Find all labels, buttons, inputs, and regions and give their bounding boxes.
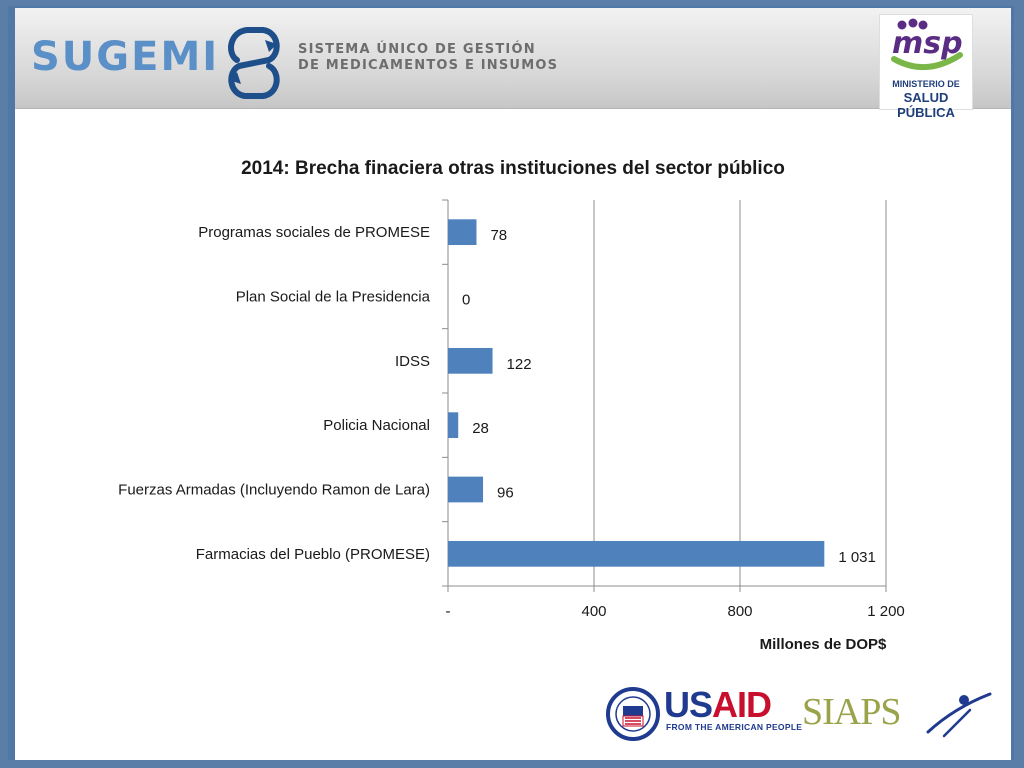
x-tick-label: 400 — [581, 603, 606, 620]
chart-gridlines — [593, 200, 887, 586]
slide: SUGEMI SISTEMA ÚNICO DE GESTIÓN DE MEDIC… — [15, 8, 1011, 760]
bar-chart: Programas sociales de PROMESE Plan Social… — [118, 199, 905, 653]
chart-title: 2014: Brecha finaciera otras institucion… — [241, 158, 785, 179]
ministry-logo-line1: MINISTERIO DE — [892, 79, 960, 89]
siaps-figure-icon — [926, 692, 992, 738]
value-label: 78 — [490, 227, 507, 244]
category-label: Fuerzas Armadas (Incluyendo Ramon de Lar… — [118, 482, 430, 499]
bar — [448, 476, 484, 503]
bar — [448, 219, 477, 246]
sugemi-tagline-line1: SISTEMA ÚNICO DE GESTIÓN — [298, 42, 536, 57]
sugemi-logo-text: SUGEMI — [31, 34, 220, 80]
ministry-logo: msp MINISTERIO DE SALUD PÚBLICA — [879, 14, 973, 120]
slide-header: SUGEMI SISTEMA ÚNICO DE GESTIÓN DE MEDIC… — [15, 8, 1011, 120]
usaid-logo-us: US — [664, 684, 713, 725]
chart-bars — [448, 219, 825, 567]
sugemi-tagline-line2: DE MEDICAMENTOS E INSUMOS — [298, 58, 559, 73]
usaid-logo-text: USAID — [664, 684, 772, 726]
value-label: 122 — [507, 356, 532, 373]
value-label: 28 — [472, 420, 489, 437]
value-label: 1 031 — [838, 549, 876, 566]
x-axis-label: Millones de DOP$ — [760, 636, 887, 653]
value-label: 0 — [462, 292, 470, 309]
category-label: Plan Social de la Presidencia — [236, 289, 431, 306]
usaid-logo-aid: AID — [712, 684, 772, 725]
category-label: Programas sociales de PROMESE — [198, 224, 430, 241]
msp-mark-icon: msp — [891, 18, 963, 71]
chart-tick-labels: - 400 800 1 200 — [446, 603, 905, 620]
x-tick-label: 1 200 — [867, 603, 905, 620]
ministry-logo-line2: SALUD PÚBLICA — [897, 90, 955, 120]
sugemi-tagline: SISTEMA ÚNICO DE GESTIÓN DE MEDICAMENTOS… — [298, 42, 558, 74]
value-label: 96 — [497, 485, 514, 502]
bar — [448, 540, 825, 567]
siaps-logo-text: SIAPS — [802, 691, 901, 733]
svg-text:msp: msp — [892, 26, 963, 61]
bar — [448, 347, 493, 374]
category-label: IDSS — [395, 353, 430, 370]
x-tick-label: - — [446, 603, 451, 620]
chart-category-labels: Programas sociales de PROMESE Plan Social… — [118, 224, 430, 563]
x-tick-label: 800 — [727, 603, 752, 620]
usaid-tagline: FROM THE AMERICAN PEOPLE — [666, 722, 803, 732]
category-label: Policia Nacional — [323, 417, 430, 434]
bar — [448, 412, 459, 439]
sugemi-symbol-icon — [228, 27, 280, 99]
usaid-seal-icon — [606, 687, 660, 741]
chart-value-labels: 78 0 122 28 96 1 031 — [462, 227, 876, 566]
chart-axes — [442, 199, 887, 592]
category-label: Farmacias del Pueblo (PROMESE) — [196, 546, 430, 563]
